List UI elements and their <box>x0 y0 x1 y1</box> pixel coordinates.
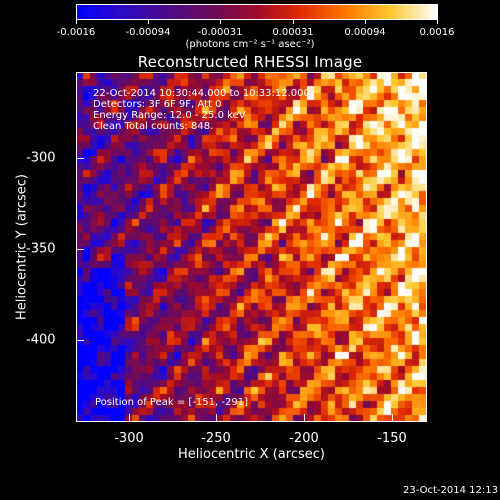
y-tick-label: -350 <box>26 241 56 257</box>
y-tick <box>76 249 84 250</box>
x-tick <box>129 414 130 422</box>
overlay-detectors: Detectors: 3F 6F 9F, Att 0 <box>93 99 222 110</box>
colorbar-tick <box>76 20 77 24</box>
colorbar-tick <box>148 20 149 24</box>
overlay-energy-range: Energy Range: 12.0 - 25.0 keV <box>93 110 246 121</box>
plot-title: Reconstructed RHESSI Image <box>137 53 363 71</box>
colorbar-tick <box>220 20 221 24</box>
overlay-time-range: 22-Oct-2014 10:30:44.000 to 10:33:12.000 <box>93 88 310 99</box>
axes-frame <box>76 72 427 422</box>
x-tick <box>392 414 393 422</box>
colorbar-tick-label: 0.00031 <box>272 27 314 38</box>
colorbar-tick-label: -0.00094 <box>125 27 171 38</box>
x-tick <box>216 414 217 422</box>
colorbar-tick <box>437 20 438 24</box>
overlay-peak-position: Position of Peak = [-151, -291] <box>95 397 248 408</box>
x-axis-label: Heliocentric X (arcsec) <box>178 447 325 462</box>
colorbar-tick <box>293 20 294 24</box>
colorbar-tick <box>365 20 366 24</box>
x-tick-label: -200 <box>289 431 319 446</box>
plot-timestamp: 23-Oct-2014 12:13 <box>403 485 498 496</box>
y-tick <box>76 340 84 341</box>
colorbar-units: (photons cm⁻² s⁻¹ asec⁻²) <box>185 39 315 50</box>
colorbar-tick-label: -0.0016 <box>56 27 96 38</box>
x-tick <box>304 414 305 422</box>
colorbar-tick-label: -0.00031 <box>197 27 243 38</box>
y-tick-label: -300 <box>26 150 56 166</box>
x-tick-label: -150 <box>377 431 407 446</box>
rhessi-image <box>76 72 427 422</box>
y-axis-label: Heliocentric Y (arcsec) <box>14 174 30 320</box>
colorbar <box>76 4 438 20</box>
x-tick-label: -250 <box>201 431 231 446</box>
colorbar-tick-label: 0.00094 <box>344 27 386 38</box>
y-tick-label: -400 <box>26 332 56 348</box>
overlay-counts: Clean Total counts: 848. <box>93 121 214 132</box>
colorbar-tick-label: 0.0016 <box>419 27 455 38</box>
x-tick-label: -300 <box>114 431 144 446</box>
y-tick <box>76 158 84 159</box>
